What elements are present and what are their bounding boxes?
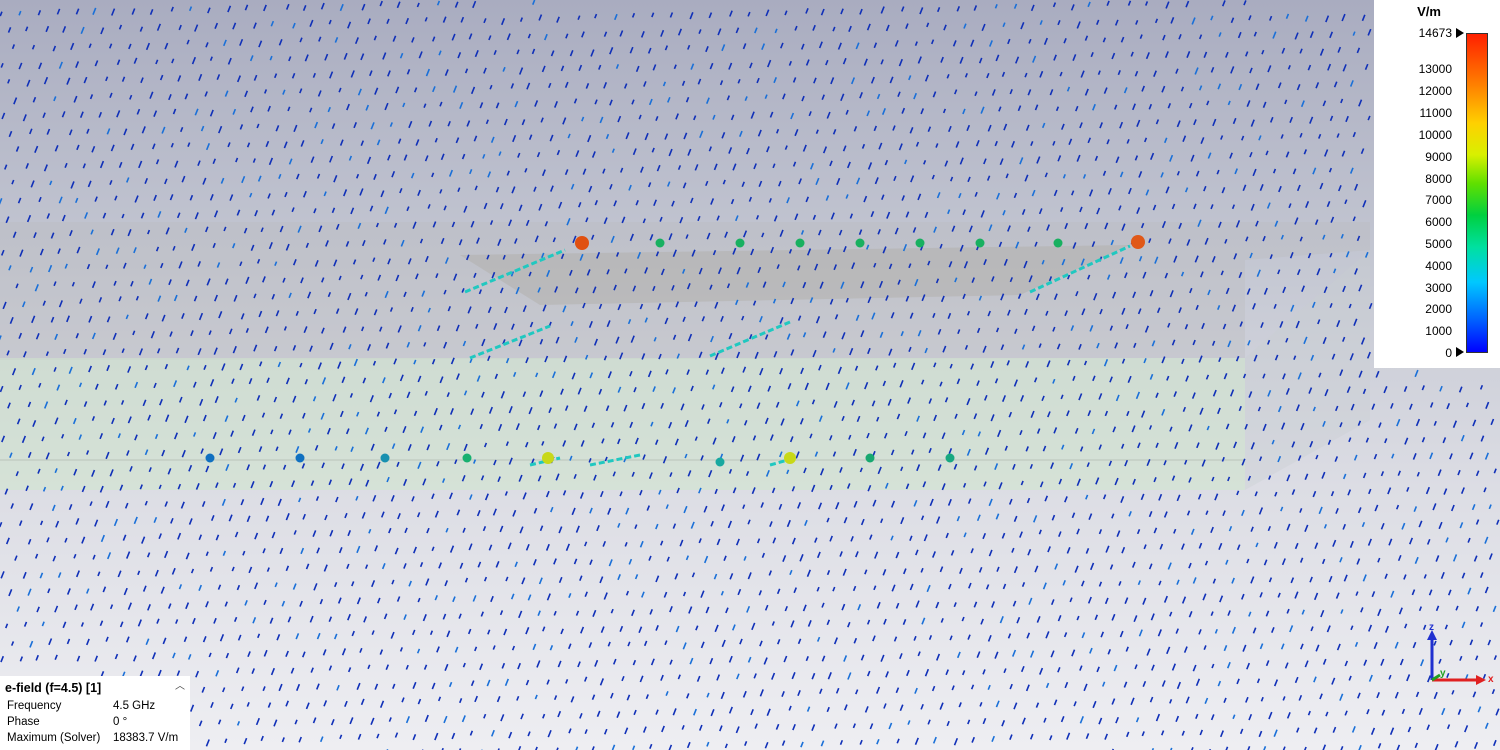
legend-min-marker-icon[interactable] [1456, 347, 1464, 357]
strong-field-vectors [205, 235, 1145, 467]
legend-tick-label: 3000 [1425, 280, 1452, 295]
legend-tick-label: 0 [1445, 346, 1452, 360]
color-legend: V/m 14673 13000 12000 11000 10000 9000 8000 700… [1374, 0, 1500, 368]
info-row-maximum: Maximum (Solver) 18383.7 V/m [7, 732, 187, 748]
ground-plate [0, 222, 1370, 360]
legend-unit: V/m [1417, 4, 1441, 19]
axis-label-x: x [1488, 674, 1494, 685]
legend-tick-label: 1000 [1425, 324, 1452, 339]
legend-tick-label: 6000 [1425, 215, 1452, 230]
legend-tick-label: 8000 [1425, 171, 1452, 186]
info-label: Maximum (Solver) [7, 732, 101, 744]
legend-tick-label: 10000 [1418, 127, 1452, 142]
info-row-frequency: Frequency 4.5 GHz [7, 700, 187, 716]
result-info-panel: e-field (f=4.5) [1] ︿ Frequency 4.5 GHz … [0, 676, 190, 750]
patch-plate [460, 245, 1130, 305]
info-value: 4.5 GHz [113, 700, 156, 712]
info-value: 18383.7 V/m [113, 732, 179, 744]
substrate-block [0, 358, 1245, 490]
info-row-phase: Phase 0 ° [7, 716, 187, 732]
legend-color-bar [1466, 33, 1488, 353]
legend-tick-label: 4000 [1425, 258, 1452, 273]
legend-tick-label: 2000 [1425, 302, 1452, 317]
legend-tick-label: 7000 [1425, 193, 1452, 208]
axis-label-z: z [1429, 622, 1434, 633]
legend-tick-label: 14673 [1418, 26, 1452, 40]
legend-tick-label: 13000 [1418, 62, 1452, 77]
legend-tick-label: 12000 [1418, 84, 1452, 99]
legend-tick-label: 5000 [1425, 236, 1452, 251]
legend-max-marker-icon[interactable] [1456, 28, 1464, 38]
result-title: e-field (f=4.5) [1] [5, 681, 102, 695]
axis-label-y: y [1440, 668, 1446, 679]
info-label: Frequency [7, 700, 62, 712]
axes-triad-icon [1427, 630, 1486, 685]
chevron-up-icon[interactable]: ︿ [175, 681, 185, 692]
legend-tick-label: 11000 [1419, 106, 1452, 121]
substrate-side [1245, 250, 1370, 490]
axes-triad: z x y [1420, 620, 1500, 695]
legend-tick-label: 9000 [1425, 149, 1452, 164]
info-value: 0 ° [113, 716, 128, 728]
info-label: Phase [7, 716, 40, 728]
